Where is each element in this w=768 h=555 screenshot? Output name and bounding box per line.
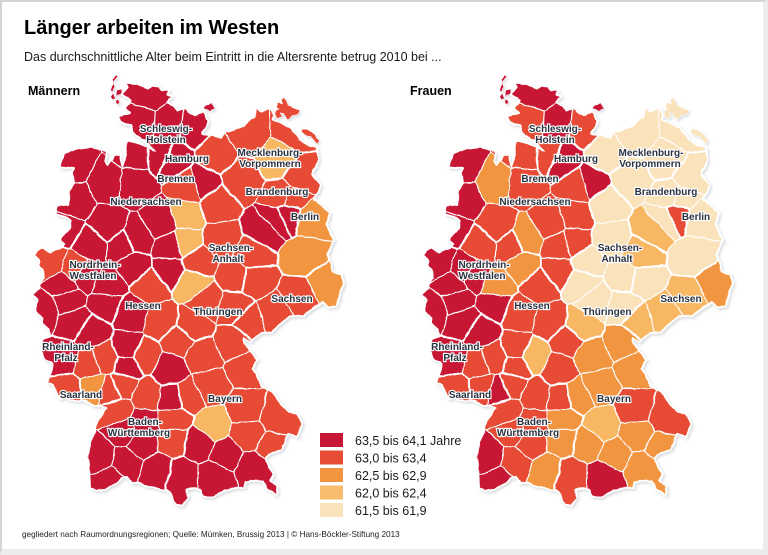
svg-text:Niedersachsen: Niedersachsen bbox=[499, 197, 570, 208]
svg-text:Saarland: Saarland bbox=[449, 390, 491, 401]
svg-text:Saarland: Saarland bbox=[60, 390, 102, 401]
svg-text:62,5 bis 62,9: 62,5 bis 62,9 bbox=[355, 469, 427, 483]
svg-text:Vorpommern: Vorpommern bbox=[619, 159, 681, 170]
svg-text:Berlin: Berlin bbox=[682, 212, 710, 223]
svg-text:Sachsen: Sachsen bbox=[271, 294, 312, 305]
svg-text:Rheinland-: Rheinland- bbox=[431, 342, 483, 353]
svg-text:Bayern: Bayern bbox=[208, 394, 242, 405]
svg-text:Berlin: Berlin bbox=[291, 212, 319, 223]
svg-text:63,5 bis 64,1 Jahre: 63,5 bis 64,1 Jahre bbox=[355, 434, 461, 448]
svg-text:Pfalz: Pfalz bbox=[54, 353, 77, 364]
svg-text:Sachsen-: Sachsen- bbox=[209, 243, 253, 254]
svg-text:Pfalz: Pfalz bbox=[443, 353, 466, 364]
svg-text:Württemberg: Württemberg bbox=[497, 428, 559, 439]
svg-text:Nordrhein-: Nordrhein- bbox=[458, 260, 509, 271]
svg-text:Hessen: Hessen bbox=[514, 301, 550, 312]
svg-text:Baden-: Baden- bbox=[517, 417, 551, 428]
svg-text:Niedersachsen: Niedersachsen bbox=[110, 197, 181, 208]
svg-text:Westfalen: Westfalen bbox=[69, 271, 116, 282]
svg-text:Thüringen: Thüringen bbox=[194, 307, 243, 318]
svg-text:Nordrhein-: Nordrhein- bbox=[69, 260, 120, 271]
svg-text:Bremen: Bremen bbox=[521, 174, 558, 185]
svg-text:Anhalt: Anhalt bbox=[601, 254, 633, 265]
svg-text:Hessen: Hessen bbox=[125, 301, 161, 312]
svg-text:Schleswig-: Schleswig- bbox=[140, 124, 192, 135]
svg-text:Mecklenburg-: Mecklenburg- bbox=[618, 148, 683, 159]
svg-text:Sachsen: Sachsen bbox=[660, 294, 701, 305]
svg-text:Holstein: Holstein bbox=[146, 135, 185, 146]
svg-text:Westfalen: Westfalen bbox=[458, 271, 505, 282]
svg-text:Bayern: Bayern bbox=[597, 394, 631, 405]
svg-text:Hamburg: Hamburg bbox=[165, 154, 209, 165]
svg-text:Vorpommern: Vorpommern bbox=[239, 159, 301, 170]
svg-text:Mecklenburg-: Mecklenburg- bbox=[237, 148, 302, 159]
svg-text:Anhalt: Anhalt bbox=[212, 254, 244, 265]
svg-text:61,5 bis 61,9: 61,5 bis 61,9 bbox=[355, 504, 427, 518]
svg-text:Württemberg: Württemberg bbox=[108, 428, 170, 439]
svg-text:62,0 bis 62,4: 62,0 bis 62,4 bbox=[355, 487, 427, 501]
svg-text:Hamburg: Hamburg bbox=[554, 154, 598, 165]
svg-text:Bremen: Bremen bbox=[157, 174, 194, 185]
svg-text:Sachsen-: Sachsen- bbox=[598, 243, 642, 254]
svg-text:Brandenburg: Brandenburg bbox=[635, 187, 698, 198]
svg-text:Baden-: Baden- bbox=[128, 417, 162, 428]
svg-text:Rheinland-: Rheinland- bbox=[42, 342, 94, 353]
svg-text:Holstein: Holstein bbox=[535, 135, 574, 146]
svg-text:Brandenburg: Brandenburg bbox=[246, 187, 309, 198]
svg-text:63,0 bis 63,4: 63,0 bis 63,4 bbox=[355, 452, 427, 466]
svg-text:Schleswig-: Schleswig- bbox=[529, 124, 581, 135]
svg-text:Thüringen: Thüringen bbox=[583, 307, 632, 318]
